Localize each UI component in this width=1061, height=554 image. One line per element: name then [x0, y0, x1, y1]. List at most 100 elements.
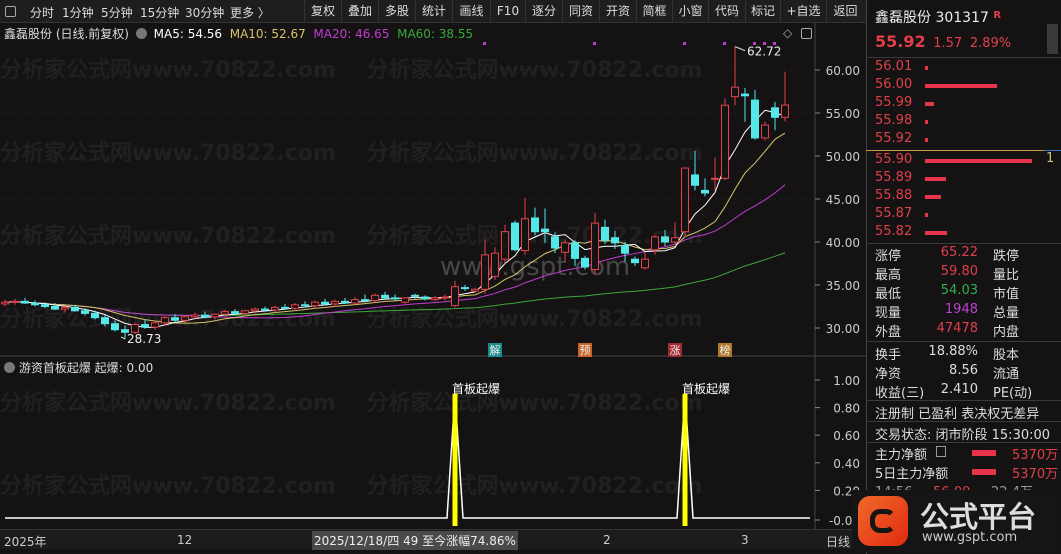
candle[interactable]	[681, 167, 689, 237]
candle[interactable]	[641, 252, 649, 270]
event-marker[interactable]: 榜	[718, 343, 732, 357]
candle[interactable]	[691, 150, 699, 191]
candle[interactable]	[151, 321, 159, 330]
candle[interactable]	[531, 207, 539, 236]
indicator-settings-icon[interactable]	[4, 362, 15, 373]
candle[interactable]	[621, 242, 629, 262]
candle[interactable]	[51, 303, 59, 310]
candle[interactable]	[651, 235, 659, 255]
candle[interactable]	[31, 300, 39, 307]
candle[interactable]	[521, 198, 529, 255]
candle[interactable]	[211, 313, 219, 320]
candle[interactable]	[481, 239, 489, 294]
candle[interactable]	[391, 294, 399, 302]
toolbar-button[interactable]: 同资	[562, 0, 599, 23]
settings-icon[interactable]	[135, 28, 147, 39]
candle[interactable]	[371, 293, 379, 303]
candle[interactable]	[561, 239, 569, 262]
candle[interactable]	[91, 310, 99, 320]
candle[interactable]	[551, 232, 559, 254]
event-marker[interactable]: 解	[488, 343, 502, 357]
toolbar-button[interactable]: 标记	[745, 0, 780, 23]
candle[interactable]	[401, 297, 409, 304]
detail-icon[interactable]	[936, 446, 946, 457]
toolbar-button[interactable]: 多股	[378, 0, 415, 23]
candle[interactable]	[171, 314, 179, 322]
diamond-icon[interactable]: ◇	[783, 26, 793, 40]
period-tab[interactable]: 30分钟	[185, 6, 225, 20]
candle[interactable]	[101, 315, 109, 327]
candle[interactable]	[591, 212, 599, 274]
candle[interactable]	[241, 309, 249, 316]
candle[interactable]	[471, 287, 479, 293]
candle[interactable]	[711, 157, 719, 191]
toolbar-button[interactable]: 小窗	[672, 0, 708, 23]
candle[interactable]	[741, 88, 749, 122]
candle[interactable]	[61, 305, 69, 313]
candle[interactable]	[771, 101, 779, 131]
candle[interactable]	[381, 291, 389, 300]
toolbar-button[interactable]: 开资	[599, 0, 636, 23]
candle[interactable]	[111, 320, 119, 332]
toolbar-button[interactable]: +自选	[780, 0, 826, 23]
candle[interactable]	[461, 285, 469, 292]
candle[interactable]	[21, 297, 29, 304]
candle[interactable]	[701, 178, 709, 197]
toolbar-button[interactable]: 画线	[452, 0, 490, 23]
candle[interactable]	[11, 298, 19, 305]
toolbar-button[interactable]: 代码	[708, 0, 745, 23]
candle[interactable]	[201, 311, 209, 319]
candle[interactable]	[601, 219, 609, 244]
event-marker[interactable]: 涨	[668, 343, 682, 357]
candle[interactable]	[341, 297, 349, 304]
candle[interactable]	[451, 280, 459, 308]
candle[interactable]	[301, 301, 309, 308]
candle[interactable]	[541, 208, 549, 243]
candle[interactable]	[581, 255, 589, 270]
period-tab[interactable]: 更多 〉	[230, 6, 270, 20]
candle[interactable]	[161, 315, 169, 326]
candle[interactable]	[311, 300, 319, 309]
candle[interactable]	[501, 224, 509, 264]
candle[interactable]	[141, 319, 149, 329]
sidebar-toggle-icon[interactable]	[5, 6, 16, 17]
candle[interactable]	[81, 308, 89, 316]
candle[interactable]	[491, 247, 499, 280]
candle[interactable]	[721, 98, 729, 181]
period-tab[interactable]: 5分钟	[101, 6, 133, 20]
toolbar-button[interactable]: 复权	[304, 0, 341, 23]
candle[interactable]	[181, 315, 189, 323]
candle[interactable]	[321, 298, 329, 306]
candle[interactable]	[571, 240, 579, 267]
kline-chart[interactable]: 60.00 55.00 50.00 45.00 40.00 35.00 30.00 62.72…	[0, 0, 866, 554]
candle[interactable]	[761, 121, 769, 141]
candle[interactable]	[291, 303, 299, 311]
candle[interactable]	[781, 71, 789, 122]
candle[interactable]	[731, 46, 739, 106]
candle[interactable]	[351, 297, 359, 305]
period-tab[interactable]: 15分钟	[140, 6, 180, 20]
candle[interactable]	[221, 309, 229, 317]
candle[interactable]	[231, 309, 239, 316]
candle[interactable]	[411, 293, 419, 299]
candle[interactable]	[41, 302, 49, 309]
toolbar-button[interactable]: F10	[490, 0, 525, 23]
candle[interactable]	[431, 296, 439, 302]
candle[interactable]	[751, 89, 759, 140]
candle[interactable]	[671, 222, 679, 244]
toolbar-button[interactable]: 逐分	[525, 0, 562, 23]
candle[interactable]	[631, 256, 639, 267]
toolbar-button[interactable]: 简框	[636, 0, 672, 23]
panel-toggle-icon[interactable]	[801, 28, 812, 39]
candle[interactable]	[441, 294, 449, 301]
candle[interactable]	[131, 322, 139, 335]
period-tab[interactable]: 分时	[30, 6, 55, 20]
candle[interactable]	[421, 295, 429, 301]
toolbar-button[interactable]: 叠加	[341, 0, 378, 23]
toolbar-button[interactable]: 统计	[415, 0, 452, 23]
candle[interactable]	[661, 229, 669, 247]
candle[interactable]	[71, 304, 79, 312]
period-tab[interactable]: 1分钟	[62, 6, 94, 20]
candle[interactable]	[261, 306, 269, 312]
candle[interactable]	[281, 303, 289, 310]
